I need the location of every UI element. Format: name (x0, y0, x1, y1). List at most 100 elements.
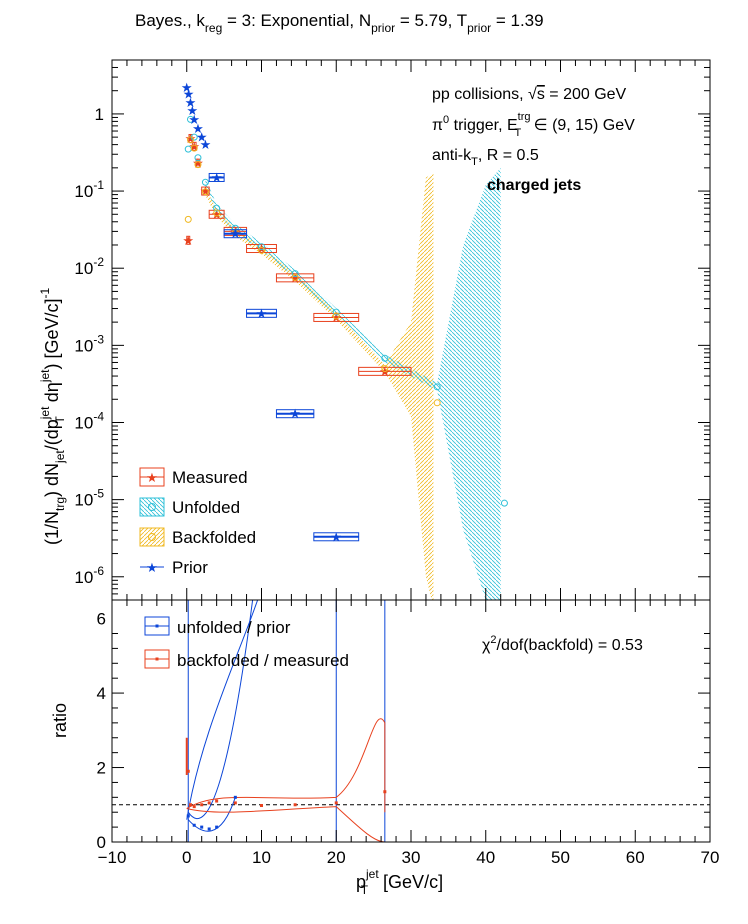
legend-label-unfolded: Unfolded (172, 498, 240, 517)
backfolded-measured-point (233, 801, 237, 805)
legend-label-measured: Measured (172, 468, 248, 487)
unfolded-point (186, 115, 194, 123)
backfolded-point (332, 312, 340, 320)
annotation-jets: charged jets (487, 177, 581, 194)
backfolded-measured-curve (186, 806, 385, 842)
backfolded-point (433, 399, 441, 407)
unfolded-point (194, 154, 202, 162)
ratio-y-tick-label: 0 (97, 833, 106, 852)
legend-entry-backfolded-measured: backfolded / measured (144, 649, 349, 670)
y-tick-label: 1 (95, 105, 104, 124)
legend-marker-prior: ★ (146, 560, 158, 575)
x-tick-label: 40 (476, 848, 495, 867)
chart-title: Bayes., kreg = 3: Exponential, Nprior = … (135, 11, 544, 35)
unfolded-prior-point (186, 814, 190, 818)
prior-point: ★ (330, 530, 342, 545)
backfolded-point (213, 209, 221, 217)
backfolded-point (194, 161, 202, 169)
prior-point: ★ (185, 96, 197, 111)
y-axis-title-bottom: ratio (50, 703, 70, 738)
annotation-trigger: π0 trigger, Etrg T ∈ (9, 15) GeV (432, 111, 635, 139)
prior-point: ★ (256, 307, 268, 322)
y-tick-label: 10-2 (74, 255, 104, 278)
legend-label-backfolded-measured: backfolded / measured (177, 651, 349, 670)
backfolded-measured-point (334, 801, 338, 805)
backfolded-point (186, 136, 194, 144)
backfolded-measured-point (383, 790, 387, 794)
y-axis-title-top: (1/Ntrg) dNjet/(dpjetT dηjet) [GeV/c]-1 (38, 287, 67, 545)
measured-point: ★ (211, 208, 223, 223)
x-tick-label: 20 (327, 848, 346, 867)
unfolded-point (213, 204, 221, 212)
measured-point: ★ (185, 132, 197, 147)
legend-entry-prior: ★ Prior (140, 558, 208, 577)
unfolded-prior-curve (187, 797, 236, 832)
backfolded-point (201, 188, 209, 196)
unfolded-prior-curve (187, 600, 254, 819)
legend-marker-measured: ★ (146, 470, 158, 485)
x-tick-label: 60 (626, 848, 645, 867)
prior-point: ★ (196, 131, 208, 146)
unfolded-point (381, 354, 389, 362)
x-tick-label: 10 (252, 848, 271, 867)
unfolded-point (433, 383, 441, 391)
legend-label-backfolded: Backfolded (172, 528, 256, 547)
y-tick-label: 10-3 (74, 332, 104, 355)
x-tick-label: 0 (182, 848, 191, 867)
prior-point: ★ (192, 122, 204, 137)
x-tick-label: −10 (98, 848, 127, 867)
x-tick-label: 50 (551, 848, 570, 867)
ratio-y-tick-label: 6 (97, 610, 106, 629)
unfolded-point (258, 243, 265, 251)
backfolded-measured-curve (186, 718, 386, 813)
prior-point: ★ (200, 138, 212, 153)
unfolded-prior-point (192, 823, 196, 827)
legend-bottom: unfolded / prior backfolded / measured (144, 616, 349, 670)
measured-point: ★ (230, 225, 242, 240)
measured-point: ★ (200, 185, 212, 200)
legend-entry-unfolded-prior: unfolded / prior (144, 616, 291, 637)
backfolded-measured-point (188, 803, 192, 807)
backfolded-measured-point (200, 803, 204, 807)
prior-point: ★ (187, 104, 199, 119)
legend-label-unfolded-prior: unfolded / prior (177, 618, 291, 637)
legend-marker-unfolded-prior (155, 624, 159, 628)
prior-point: ★ (183, 88, 195, 103)
unfolded-prior-point (200, 825, 204, 829)
unfolded-prior-point (215, 825, 219, 829)
prior-point: ★ (289, 407, 301, 422)
backfolded-measured-point (192, 805, 196, 809)
prior-point: ★ (181, 81, 193, 96)
unfolded-band (205, 167, 501, 600)
backfolded-measured-point (186, 769, 190, 773)
annotation-chi2: χ2/dof(backfold) = 0.53 (482, 634, 643, 654)
measured-point: ★ (330, 311, 342, 326)
uncertainty-bands (205, 167, 501, 600)
top-plot-marks: ★★★★★★★★★★★★★★★★★★★★★★★★ (181, 81, 508, 545)
annotation-collisions: pp collisions, √s = 200 GeV (432, 86, 627, 103)
legend-marker-unfolded (148, 503, 156, 511)
backfolded-point (258, 246, 265, 254)
unfolded-point (231, 224, 239, 232)
legend-top: ★ Measured Unfolded Backfolded ★ Prior (139, 467, 256, 577)
measured-point: ★ (379, 365, 391, 380)
annotation-algorithm: anti-kT, R = 0.5 (432, 147, 539, 168)
legend-entry-measured: ★ Measured (139, 467, 248, 487)
measured-point: ★ (188, 140, 200, 155)
backfolded-measured-point (293, 803, 297, 807)
ratio-y-tick-label: 4 (97, 684, 106, 703)
backfolded-measured-point (207, 801, 211, 805)
y-tick-label: 10-5 (74, 487, 104, 510)
backfolded-point (184, 215, 192, 223)
backfolded-measured-point (260, 804, 263, 808)
y-tick-label: 10-1 (74, 178, 104, 201)
x-tick-label: 70 (701, 848, 720, 867)
x-axis-title: pjet T [GeV/c] (356, 867, 443, 897)
unfolded-prior-point (233, 795, 237, 799)
ratio-plot-marks (112, 600, 710, 842)
legend-marker-backfolded (148, 533, 156, 541)
backfolded-point (381, 365, 389, 373)
prior-point: ★ (188, 113, 200, 128)
prior-point: ★ (211, 171, 223, 186)
